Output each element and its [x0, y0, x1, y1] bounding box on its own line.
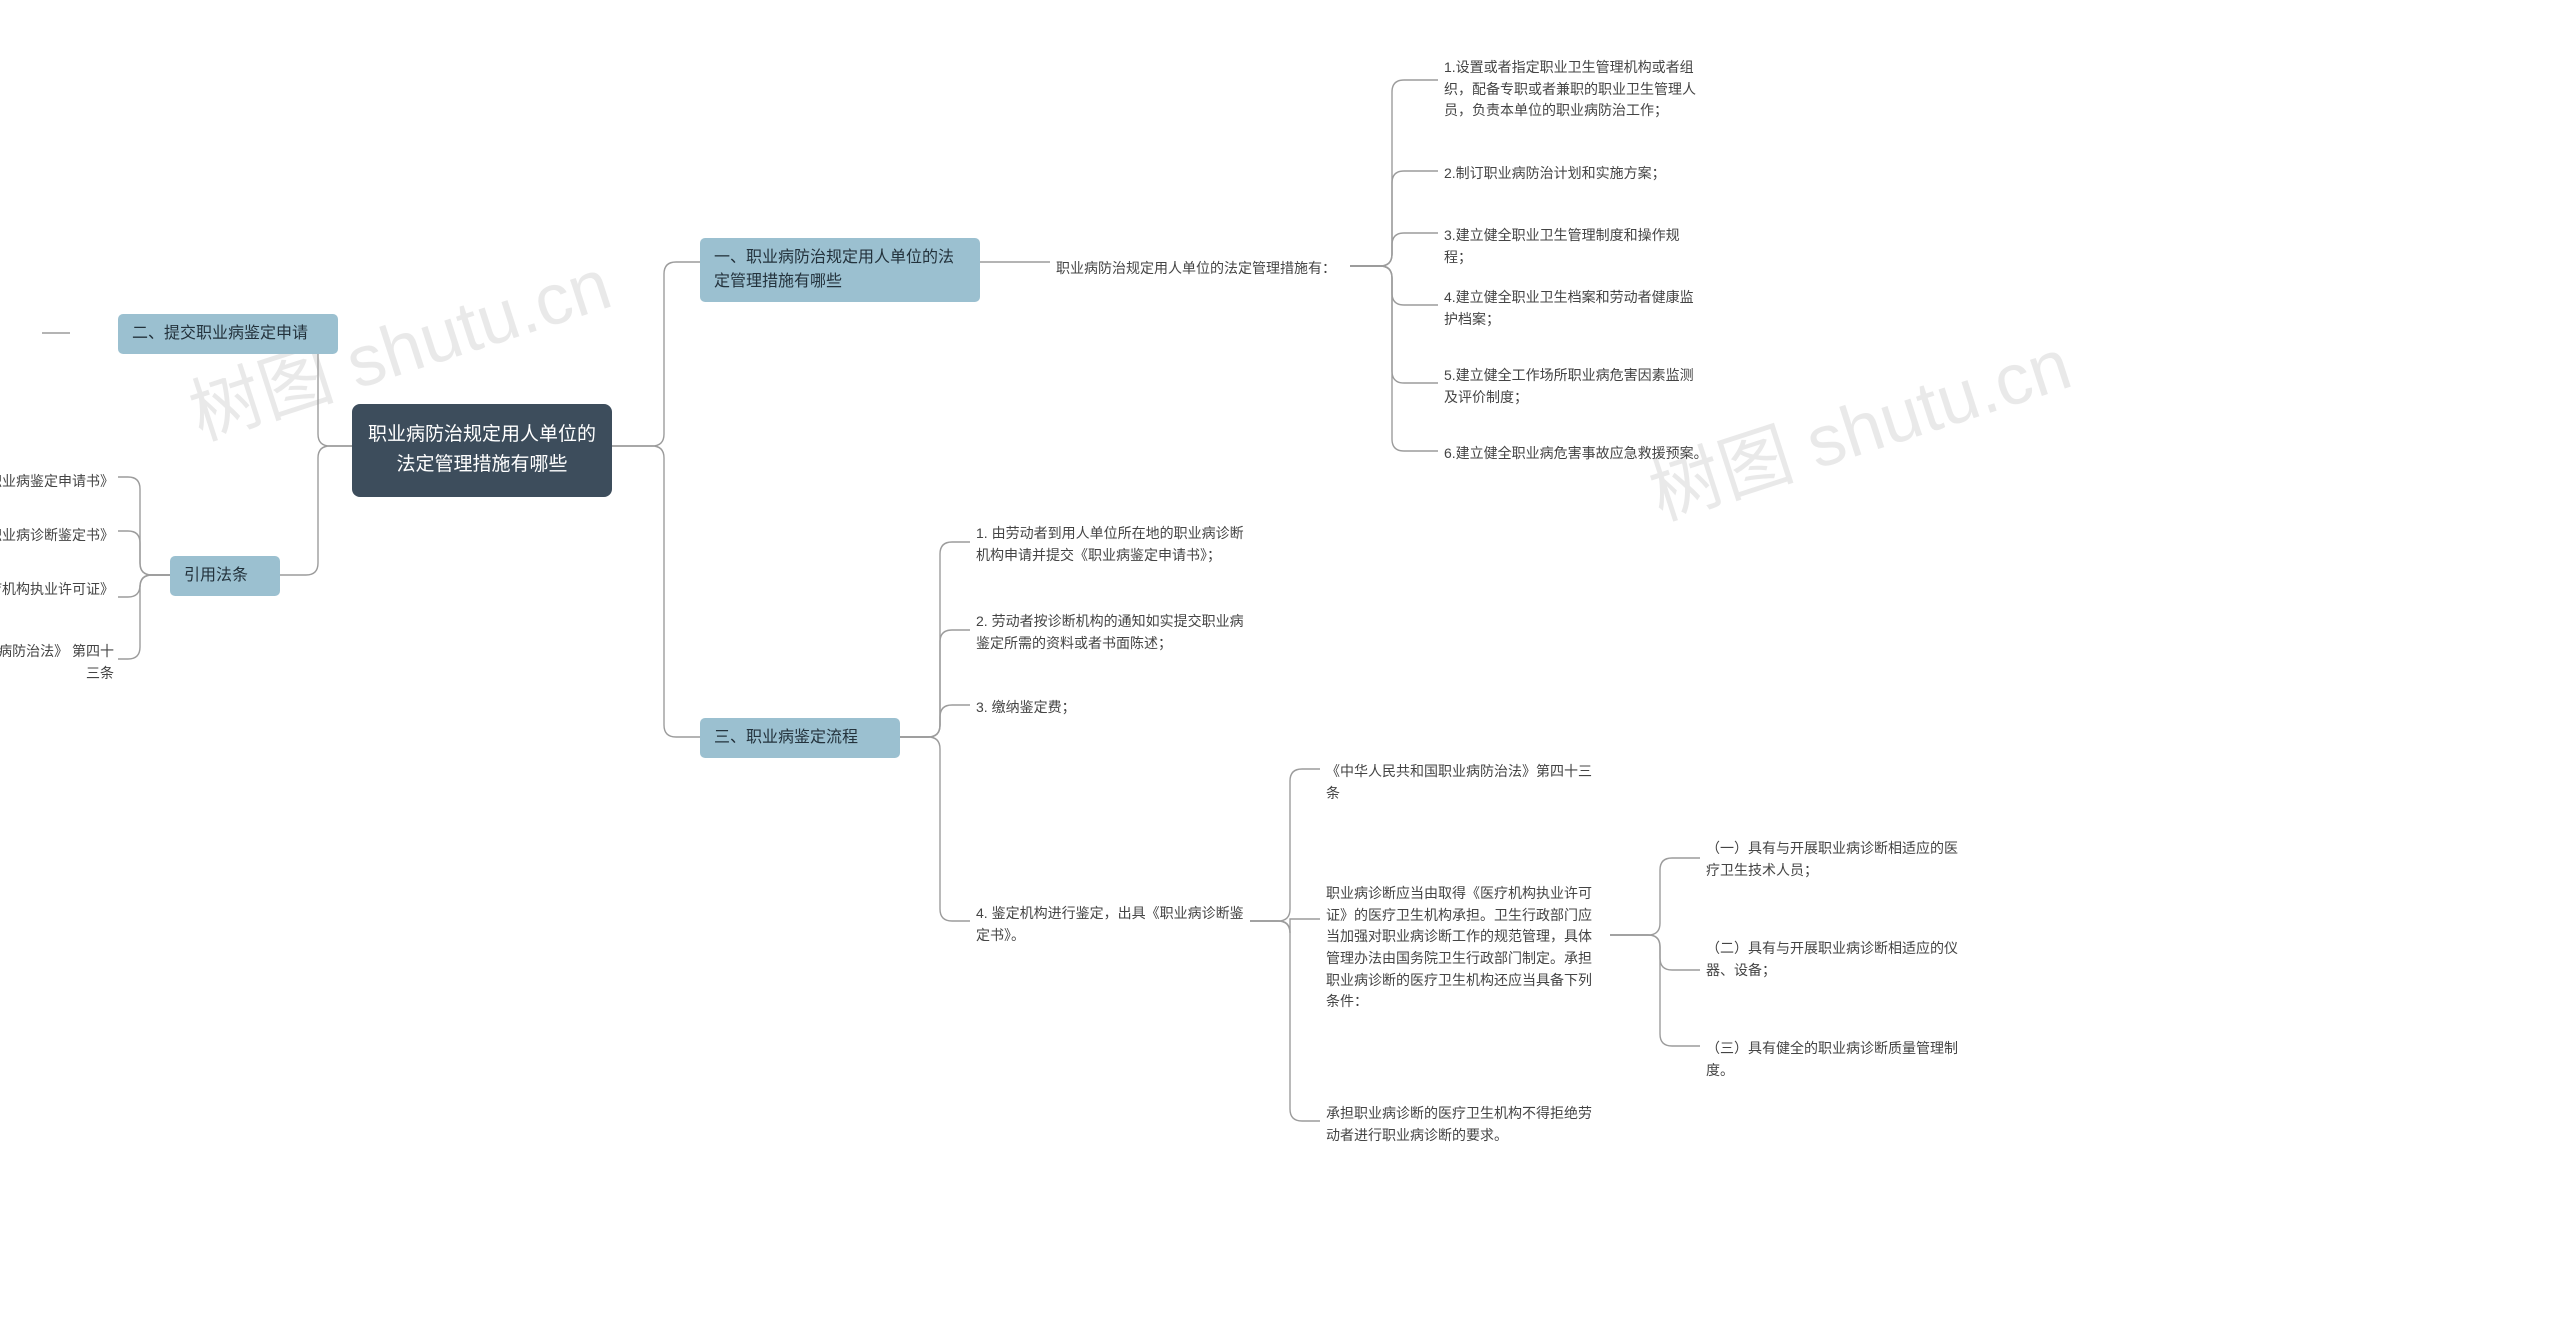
r1-item-3: 3.建立健全职业卫生管理制度和操作规程； — [1438, 222, 1708, 271]
watermark: 树图 shutu.cn — [1634, 305, 2081, 540]
r1-item-6: 6.建立健全职业病危害事故应急救援预案。 — [1438, 440, 1728, 468]
r2-item-1: 1. 由劳动者到用人单位所在地的职业病诊断机构申请并提交《职业病鉴定申请书》； — [970, 520, 1250, 569]
r2-4-sub2-c2: （二）具有与开展职业病诊断相适应的仪器、设备； — [1700, 935, 1970, 984]
r2-4-sub2: 职业病诊断应当由取得《医疗机构执业许可证》的医疗卫生机构承担。卫生行政部门应当加… — [1320, 880, 1610, 1016]
l2-item-1: [1]《职业病鉴定申请书》 — [0, 468, 120, 496]
r2-4-sub2-c3: （三）具有健全的职业病诊断质量管理制度。 — [1700, 1035, 1990, 1084]
root-node[interactable]: 职业病防治规定用人单位的法定管理措施有哪些 — [352, 404, 612, 497]
connector-layer — [0, 0, 2560, 1333]
r1-item-5: 5.建立健全工作场所职业病危害因素监测及评价制度； — [1438, 362, 1708, 411]
l2-item-2: [2]《职业病诊断鉴定书》 — [0, 522, 120, 550]
branch-right-2[interactable]: 三、职业病鉴定流程 — [700, 718, 900, 758]
r2-4-sub2-c1: （一）具有与开展职业病诊断相适应的医疗卫生技术人员； — [1700, 835, 1970, 884]
r2-4-sub3: 承担职业病诊断的医疗卫生机构不得拒绝劳动者进行职业病诊断的要求。 — [1320, 1100, 1610, 1149]
r2-item-3: 3. 缴纳鉴定费； — [970, 694, 1250, 722]
l2-item-4: [4]《中华人民共和国职业病防治法》 第四十三条 — [0, 638, 120, 687]
r1-item-2: 2.制订职业病防治计划和实施方案； — [1438, 160, 1708, 188]
r2-4-sub1: 《中华人民共和国职业病防治法》第四十三条 — [1320, 758, 1600, 807]
r1-item-4: 4.建立健全职业卫生档案和劳动者健康监护档案； — [1438, 284, 1708, 333]
branch-right-1[interactable]: 一、职业病防治规定用人单位的法定管理措施有哪些 — [700, 238, 980, 302]
branch-left-1[interactable]: 二、提交职业病鉴定申请 — [118, 314, 338, 354]
r2-item-4: 4. 鉴定机构进行鉴定，出具《职业病诊断鉴定书》。 — [970, 900, 1250, 949]
l2-item-3: [3]《医疗机构执业许可证》 — [0, 576, 120, 604]
r1-item-1: 1.设置或者指定职业卫生管理机构或者组织，配备专职或者兼职的职业卫生管理人员，负… — [1438, 54, 1708, 125]
branch-left-2[interactable]: 引用法条 — [170, 556, 280, 596]
r2-item-2: 2. 劳动者按诊断机构的通知如实提交职业病鉴定所需的资料或者书面陈述； — [970, 608, 1250, 657]
branch-right-1-sub: 职业病防治规定用人单位的法定管理措施有： — [1050, 255, 1350, 283]
